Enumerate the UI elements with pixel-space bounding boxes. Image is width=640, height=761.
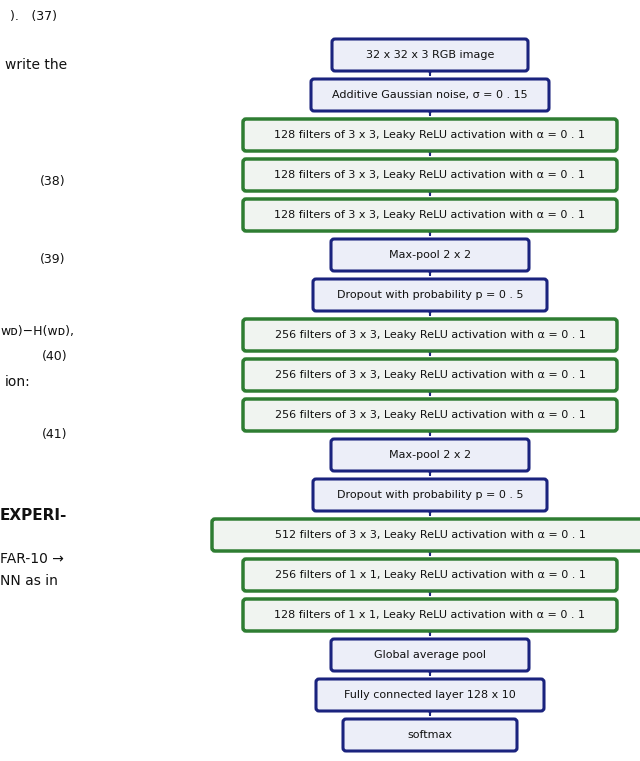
Text: Additive Gaussian noise, σ = 0 . 15: Additive Gaussian noise, σ = 0 . 15 xyxy=(332,90,528,100)
Text: 128 filters of 1 x 1, Leaky ReLU activation with α = 0 . 1: 128 filters of 1 x 1, Leaky ReLU activat… xyxy=(275,610,586,620)
Text: softmax: softmax xyxy=(408,730,452,740)
Text: 128 filters of 3 x 3, Leaky ReLU activation with α = 0 . 1: 128 filters of 3 x 3, Leaky ReLU activat… xyxy=(275,170,586,180)
Text: Global average pool: Global average pool xyxy=(374,650,486,660)
Text: (40): (40) xyxy=(42,350,68,363)
Text: Dropout with probability p = 0 . 5: Dropout with probability p = 0 . 5 xyxy=(337,490,524,500)
FancyBboxPatch shape xyxy=(313,479,547,511)
Text: Max-pool 2 x 2: Max-pool 2 x 2 xyxy=(389,250,471,260)
Text: 128 filters of 3 x 3, Leaky ReLU activation with α = 0 . 1: 128 filters of 3 x 3, Leaky ReLU activat… xyxy=(275,130,586,140)
FancyBboxPatch shape xyxy=(243,199,617,231)
FancyBboxPatch shape xyxy=(332,39,528,71)
FancyBboxPatch shape xyxy=(313,279,547,311)
FancyBboxPatch shape xyxy=(331,439,529,471)
FancyBboxPatch shape xyxy=(243,159,617,191)
Text: 512 filters of 3 x 3, Leaky ReLU activation with α = 0 . 1: 512 filters of 3 x 3, Leaky ReLU activat… xyxy=(275,530,586,540)
Text: 256 filters of 3 x 3, Leaky ReLU activation with α = 0 . 1: 256 filters of 3 x 3, Leaky ReLU activat… xyxy=(275,370,586,380)
FancyBboxPatch shape xyxy=(243,119,617,151)
Text: ion:: ion: xyxy=(5,375,31,389)
Text: 128 filters of 3 x 3, Leaky ReLU activation with α = 0 . 1: 128 filters of 3 x 3, Leaky ReLU activat… xyxy=(275,210,586,220)
FancyBboxPatch shape xyxy=(243,599,617,631)
Text: NN as in: NN as in xyxy=(0,574,58,588)
Text: write the: write the xyxy=(5,58,67,72)
Text: 256 filters of 1 x 1, Leaky ReLU activation with α = 0 . 1: 256 filters of 1 x 1, Leaky ReLU activat… xyxy=(275,570,586,580)
Text: wᴅ)−H(wᴅ),: wᴅ)−H(wᴅ), xyxy=(0,325,74,338)
FancyBboxPatch shape xyxy=(243,359,617,391)
Text: 32 x 32 x 3 RGB image: 32 x 32 x 3 RGB image xyxy=(366,50,494,60)
Text: 256 filters of 3 x 3, Leaky ReLU activation with α = 0 . 1: 256 filters of 3 x 3, Leaky ReLU activat… xyxy=(275,330,586,340)
Text: (41): (41) xyxy=(42,428,67,441)
Text: EXPERI-: EXPERI- xyxy=(0,508,67,523)
Text: (38): (38) xyxy=(40,175,66,188)
FancyBboxPatch shape xyxy=(311,79,549,111)
Text: Fully connected layer 128 x 10: Fully connected layer 128 x 10 xyxy=(344,690,516,700)
FancyBboxPatch shape xyxy=(212,519,640,551)
Text: FAR-10 →: FAR-10 → xyxy=(0,552,64,566)
FancyBboxPatch shape xyxy=(331,239,529,271)
Text: Max-pool 2 x 2: Max-pool 2 x 2 xyxy=(389,450,471,460)
Text: 256 filters of 3 x 3, Leaky ReLU activation with α = 0 . 1: 256 filters of 3 x 3, Leaky ReLU activat… xyxy=(275,410,586,420)
FancyBboxPatch shape xyxy=(343,719,517,751)
FancyBboxPatch shape xyxy=(243,319,617,351)
Text: (39): (39) xyxy=(40,253,65,266)
FancyBboxPatch shape xyxy=(331,639,529,671)
FancyBboxPatch shape xyxy=(316,679,544,711)
FancyBboxPatch shape xyxy=(243,399,617,431)
FancyBboxPatch shape xyxy=(243,559,617,591)
Text: ). (37): ). (37) xyxy=(10,10,57,23)
Text: Dropout with probability p = 0 . 5: Dropout with probability p = 0 . 5 xyxy=(337,290,524,300)
